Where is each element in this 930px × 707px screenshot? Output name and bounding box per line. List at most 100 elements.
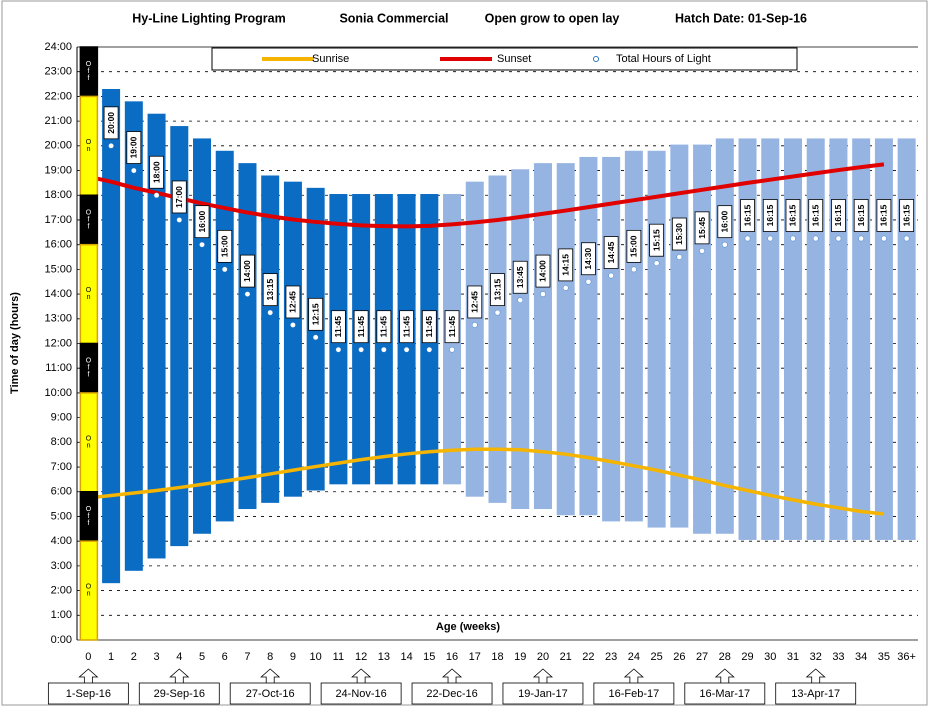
date-arrow: [441, 668, 463, 683]
marker: [426, 346, 433, 353]
data-label-box: [490, 273, 505, 307]
x-tick-label: 20: [537, 651, 549, 663]
bar: [488, 175, 507, 503]
date-box: [138, 682, 220, 705]
data-label-box: [171, 180, 187, 214]
data-label: 13:15: [492, 278, 502, 300]
data-label: 16:15: [810, 204, 820, 226]
bar: [670, 144, 689, 528]
data-label: 11:45: [424, 316, 434, 338]
date-label: 19-Jan-17: [518, 688, 568, 700]
schedule-segment: [79, 540, 99, 641]
date-box: [502, 682, 584, 705]
bar: [511, 169, 530, 510]
data-label: 11:45: [379, 316, 389, 338]
data-label: 16:15: [742, 204, 752, 226]
date-label: 16-Mar-17: [699, 688, 750, 700]
x-tick-label: 17: [469, 651, 481, 663]
bar: [852, 138, 871, 540]
data-label: 14:00: [242, 260, 252, 282]
x-tick-label: 7: [244, 651, 250, 663]
date-box: [320, 682, 402, 705]
x-tick-label: 10: [310, 651, 322, 663]
x-tick-label: 21: [560, 651, 572, 663]
bar: [738, 138, 757, 540]
line-series: [87, 162, 885, 229]
data-label: 15:45: [697, 217, 707, 239]
bar: [761, 138, 780, 540]
data-label: 16:15: [788, 204, 798, 226]
bar: [533, 163, 552, 510]
marker: [744, 235, 751, 242]
x-tick-label: 34: [855, 651, 867, 663]
data-label: 15:00: [629, 235, 639, 257]
y-tick-label: 24:00: [44, 41, 72, 53]
data-label-box: [103, 106, 119, 140]
chart-title: Hy-Line Lighting Program: [132, 11, 285, 25]
x-tick-label: 28: [719, 651, 731, 663]
bar: [261, 175, 280, 503]
date-arrow: [260, 668, 281, 683]
y-tick-label: 19:00: [44, 164, 72, 176]
marker: [199, 241, 205, 248]
schedule-label: Off: [85, 506, 92, 527]
data-label: 14:00: [538, 260, 548, 282]
x-tick-label: 15: [423, 651, 435, 663]
x-tick-label: 12: [355, 651, 367, 663]
data-label: 14:30: [583, 248, 593, 270]
marker: [881, 235, 887, 242]
y-tick-label: 1:00: [51, 609, 72, 621]
x-tick-label: 13: [378, 651, 390, 663]
date-arrow: [623, 668, 644, 683]
y-tick-label: 10:00: [44, 387, 72, 399]
marker: [608, 272, 614, 279]
x-tick-label: 32: [810, 651, 822, 663]
data-label-box: [740, 199, 755, 232]
marker: [721, 241, 728, 248]
data-label: 11:45: [447, 316, 457, 338]
data-label: 16:15: [765, 204, 775, 226]
y-tick-label: 22:00: [44, 90, 72, 102]
marker: [903, 235, 910, 242]
y-axis-title: Time of day (hours): [9, 292, 21, 394]
legend-box: [211, 47, 798, 71]
y-tick-label: 13:00: [44, 313, 72, 325]
data-label-box: [285, 285, 301, 319]
data-label-box: [808, 199, 824, 232]
chart-title: Sonia Commercial: [339, 11, 448, 25]
data-label-box: [240, 254, 255, 288]
schedule-label: Off: [85, 61, 92, 82]
marker: [176, 217, 183, 223]
marker: [471, 322, 478, 328]
x-tick-label: 36+: [897, 651, 916, 663]
schedule-label: Off: [85, 209, 92, 230]
data-label: 14:15: [560, 254, 570, 276]
data-label: 11:45: [356, 316, 366, 338]
y-tick-label: 15:00: [44, 263, 72, 275]
date-arrow: [169, 668, 190, 683]
data-label: 16:15: [856, 204, 866, 226]
marker: [290, 322, 296, 328]
data-label-box: [444, 310, 460, 344]
data-label-box: [149, 155, 164, 189]
data-label-box: [353, 310, 369, 344]
marker: [358, 346, 364, 353]
marker: [562, 285, 569, 291]
marker: [312, 334, 319, 341]
date-arrow: [714, 668, 735, 683]
x-tick-label: 11: [333, 651, 344, 663]
date-arrow: [78, 668, 99, 683]
bar: [806, 138, 825, 540]
x-tick-label: 19: [514, 651, 526, 663]
legend-label: Sunrise: [312, 53, 349, 65]
data-label: 16:00: [720, 211, 730, 233]
data-label: 13:45: [515, 266, 525, 288]
marker: [221, 266, 228, 273]
marker: [812, 235, 819, 242]
marker: [244, 291, 251, 297]
marker: [381, 346, 387, 353]
y-tick-label: 18:00: [44, 189, 72, 201]
schedule-label: On: [85, 584, 92, 598]
data-label-box: [535, 254, 551, 288]
